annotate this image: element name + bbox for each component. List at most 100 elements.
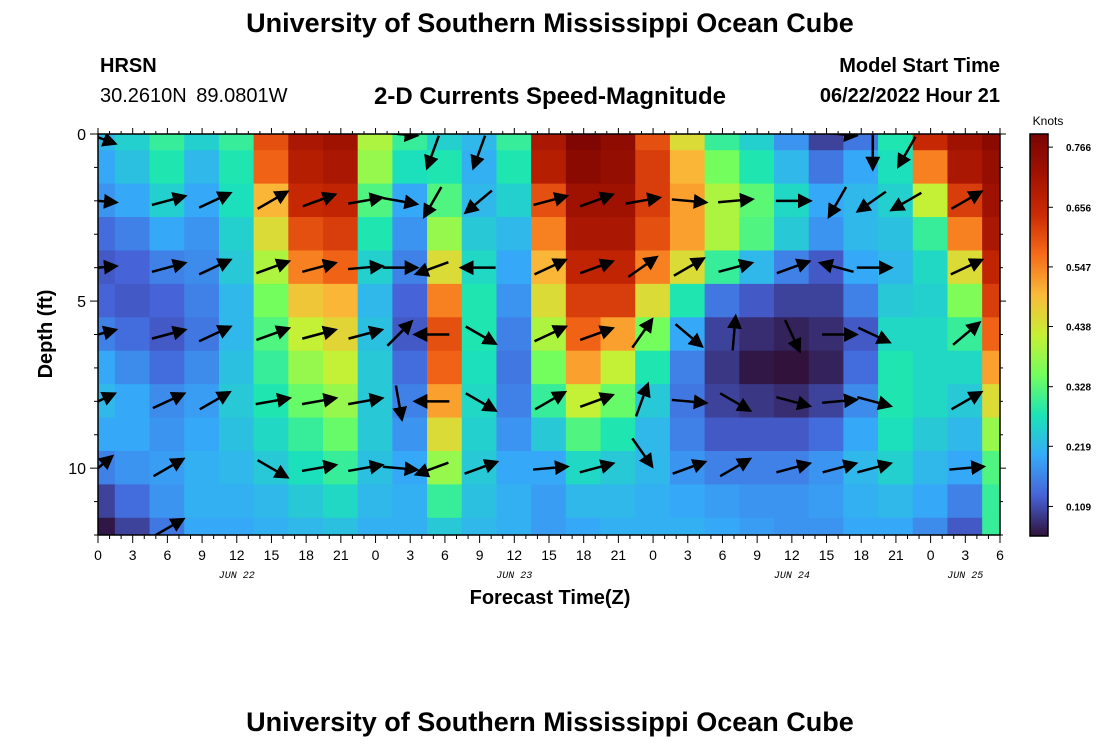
heatmap-cell: [427, 134, 463, 152]
heatmap-cell: [774, 150, 810, 185]
heatmap-cell: [739, 217, 775, 252]
heatmap-cell: [600, 134, 637, 152]
heatmap-cell: [982, 317, 1000, 352]
current-vector-arrow: [151, 325, 188, 341]
heatmap-cell: [149, 417, 186, 452]
x-tick-label: 18: [576, 547, 592, 563]
heatmap-cell: [912, 183, 949, 219]
current-vector-arrow: [98, 325, 119, 341]
y-tick-label: 5: [77, 294, 86, 311]
heatmap-cell: [253, 217, 290, 252]
colorbar-scale: [1029, 133, 1049, 537]
current-vector-arrow: [855, 190, 887, 213]
current-vector-arrow: [382, 461, 420, 477]
x-tick-label: 9: [198, 547, 206, 563]
current-vector-arrow: [256, 190, 290, 210]
current-vector-arrow: [776, 395, 813, 411]
y-axis-label: Depth (ft): [35, 290, 57, 379]
heatmap-cell: [114, 183, 151, 219]
x-tick-label: 6: [163, 547, 171, 563]
heatmap-cell: [323, 183, 359, 219]
heatmap-cell: [184, 283, 220, 319]
current-vector-arrow: [151, 192, 188, 207]
heatmap-cell: [496, 134, 533, 152]
heatmap-cell: [774, 134, 810, 152]
heatmap-cell: [600, 350, 637, 386]
heatmap-cell: [878, 317, 914, 352]
heatmap-cell: [149, 134, 186, 152]
footer-title: University of Southern Mississippi Ocean…: [246, 707, 854, 737]
heatmap-cell: [114, 384, 151, 419]
heatmap-cell: [357, 150, 394, 185]
heatmap-cell: [982, 350, 1000, 386]
heatmap-cell: [288, 417, 324, 452]
current-vector-arrow: [949, 460, 987, 476]
heatmap-cell: [98, 450, 116, 486]
current-vector-arrow: [301, 258, 339, 274]
heatmap-cell: [912, 417, 949, 452]
heatmap-cell: [635, 283, 671, 319]
heatmap-cell: [427, 484, 463, 519]
x-tick-label: 21: [333, 547, 349, 563]
colorbar-tick-label: 0.438: [1066, 323, 1091, 334]
current-vector-arrow: [533, 192, 570, 207]
heatmap-cell: [98, 417, 116, 452]
current-vector-arrow: [579, 191, 615, 208]
heatmap-cell: [565, 517, 602, 535]
current-vector-arrow: [817, 258, 854, 274]
heatmap-cell: [218, 417, 255, 452]
current-vector-arrow: [348, 192, 385, 208]
heatmap-cell: [114, 350, 151, 386]
heatmap-cell: [669, 283, 706, 319]
current-vector-arrow: [532, 460, 570, 476]
current-vector-arrow: [671, 394, 709, 410]
heatmap-cell: [184, 417, 220, 452]
heatmap-cell: [357, 417, 394, 452]
current-vector-arrow: [301, 325, 339, 341]
heatmap-cell: [288, 484, 324, 519]
y-tick-label: 0: [77, 127, 86, 144]
heatmap-cell: [496, 150, 533, 185]
heatmap-cell: [843, 517, 880, 535]
heatmap-cell: [288, 350, 324, 386]
heatmap-cell: [114, 283, 151, 319]
current-vector-arrow: [822, 393, 860, 409]
current-vector-arrow: [348, 392, 385, 408]
heatmap-cell: [357, 283, 394, 319]
heatmap-cell: [288, 283, 324, 319]
heatmap-cell: [98, 150, 116, 185]
heatmap-cell: [496, 517, 533, 535]
current-vector-arrow: [673, 257, 706, 277]
heatmap-cell: [461, 517, 498, 535]
x-tick-label: 21: [611, 547, 627, 563]
heatmap-cell: [982, 283, 1000, 319]
heatmap-cell: [427, 350, 463, 386]
current-vector-arrow: [674, 323, 704, 348]
heatmap-cell: [669, 134, 706, 152]
heatmap-cell: [843, 283, 880, 319]
heatmap-cell: [149, 150, 186, 185]
heatmap-cell: [323, 417, 359, 452]
x-tick-label: 21: [888, 547, 904, 563]
colorbar-tick-label: 0.109: [1066, 502, 1091, 513]
heatmap-cell: [600, 250, 637, 285]
heatmap-cell: [323, 283, 359, 319]
heatmap-cell: [774, 517, 810, 535]
heatmap-cell: [253, 283, 290, 319]
heatmap-cell: [600, 484, 637, 519]
x-tick-label: 6: [441, 547, 449, 563]
heatmap-cell: [565, 134, 602, 152]
heatmap-cell: [218, 517, 255, 535]
heatmap-cell: [600, 317, 637, 352]
heatmap-cell: [565, 484, 602, 519]
heatmap-cell: [218, 217, 255, 252]
heatmap-cell: [496, 484, 533, 519]
current-vector-arrow: [718, 258, 755, 274]
heatmap-cell: [496, 317, 533, 352]
heatmap-cell: [739, 317, 775, 352]
heatmap-cell: [912, 350, 949, 386]
colorbar-units: Knots: [1033, 114, 1064, 128]
heatmap-cell: [461, 484, 498, 519]
heatmap-cell: [635, 217, 671, 252]
